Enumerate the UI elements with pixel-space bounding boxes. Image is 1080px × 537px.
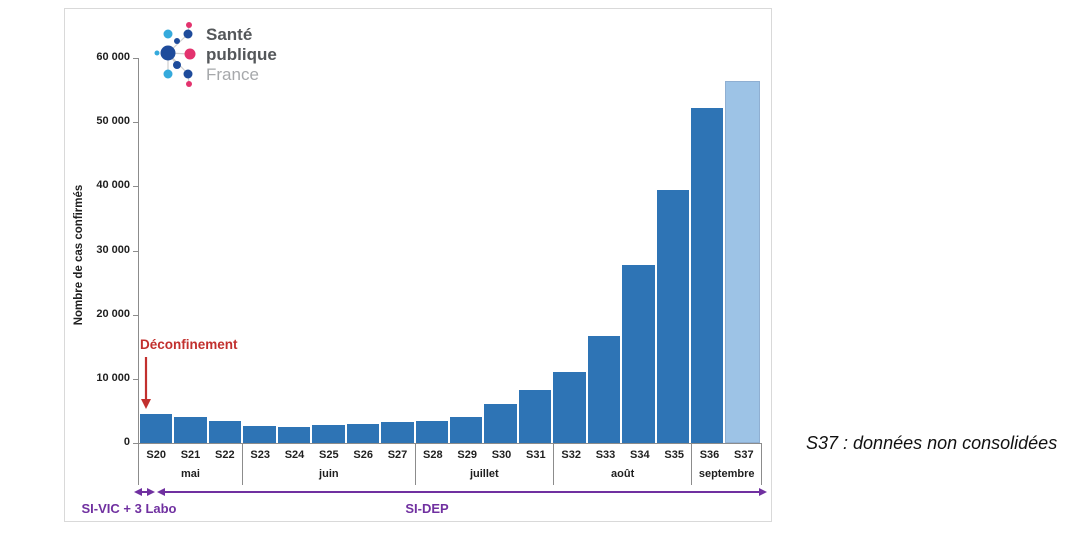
- x-axis-line: [138, 443, 762, 444]
- logo-text-publique: publique: [206, 45, 277, 64]
- weeks-row: S32 S33 S34 S35: [554, 444, 691, 465]
- logo-text-sante: Santé: [206, 25, 252, 44]
- bar-s34: [622, 265, 655, 443]
- week-label: S30: [491, 449, 512, 461]
- weeks-row: S36 S37: [692, 444, 761, 465]
- bar-s29: [449, 416, 483, 443]
- week-label: S26: [353, 449, 373, 461]
- bar-s33: [587, 335, 621, 443]
- logo-dots: [154, 22, 196, 87]
- bar-s27: [381, 421, 414, 443]
- month-group-septembre: S36 S37 septembre: [691, 444, 762, 485]
- month-group-juin: S23 S24 S25 S26 S27 juin: [242, 444, 415, 485]
- week-label: S21: [180, 449, 201, 461]
- bar-s37: [725, 81, 760, 443]
- bar-series: [139, 58, 761, 443]
- month-label: juillet: [469, 468, 499, 480]
- y-tick-label: 50 000: [96, 115, 130, 128]
- y-tick-mark: [133, 250, 138, 252]
- week-label: S23: [250, 449, 270, 461]
- logo-text-france: France: [206, 65, 259, 84]
- source-label-sivic: SI-VIC + 3 Labo: [81, 501, 177, 516]
- y-tick-mark: [133, 122, 138, 124]
- month-label: septembre: [698, 468, 755, 480]
- week-label: S34: [630, 449, 650, 461]
- week-label: S31: [526, 449, 546, 461]
- month-group-mai: S20 S21 S22 mai: [138, 444, 242, 485]
- note-s37-non-consolidated: S37 : données non consolidées: [806, 433, 1058, 453]
- week-label: S20: [146, 449, 166, 461]
- y-tick-label: 60 000: [96, 51, 130, 63]
- bar-s31: [518, 389, 552, 443]
- data-source-arrows-icon: [134, 488, 767, 496]
- month-group-août: S32 S33 S34 S35 août: [553, 444, 691, 485]
- bar-s32: [553, 371, 586, 443]
- week-label: S36: [699, 449, 720, 461]
- sante-publique-france-logo: Santé publique France: [154, 22, 277, 87]
- deconfinement-arrow-icon: [141, 357, 151, 409]
- x-axis-table: S20 S21 S22 mai S23 S24 S25 S26 S27 juin S28 S29 S30…: [138, 444, 762, 485]
- week-label: S37: [734, 449, 754, 461]
- week-label: S33: [595, 449, 616, 461]
- weeks-row: S28 S29 S30 S31: [416, 444, 553, 465]
- weeks-row: S23 S24 S25 S26 S27: [243, 444, 415, 465]
- bar-s36: [691, 108, 724, 443]
- y-axis-line: [138, 58, 139, 444]
- y-tick-mark: [133, 186, 138, 188]
- bar-s25: [312, 425, 345, 443]
- bar-s22: [208, 420, 242, 443]
- bar-s30: [484, 403, 517, 443]
- y-tick-label: 10 000: [96, 371, 130, 384]
- month-label: juin: [319, 468, 339, 480]
- weeks-row: S20 S21 S22: [139, 444, 242, 465]
- y-tick-label: 30 000: [96, 243, 130, 256]
- bar-s24: [277, 427, 311, 443]
- y-tick-mark: [133, 378, 138, 380]
- week-label: S27: [387, 449, 408, 461]
- bar-s21: [174, 417, 207, 443]
- y-tick-mark: [133, 58, 138, 59]
- month-label: août: [611, 468, 635, 480]
- month-group-juillet: S28 S29 S30 S31 juillet: [414, 444, 553, 485]
- y-tick-mark: [133, 443, 138, 444]
- source-label-sidep: SI-DEP: [405, 501, 449, 516]
- y-tick-label: 20 000: [96, 307, 130, 320]
- week-label: S25: [319, 449, 339, 461]
- week-label: S28: [423, 449, 443, 461]
- bar-s20: [140, 414, 173, 443]
- deconfinement-label: Déconfinement: [140, 337, 238, 352]
- bar-s35: [656, 190, 689, 443]
- y-tick-mark: [133, 314, 138, 316]
- bar-s26: [346, 423, 380, 443]
- bar-s28: [415, 420, 448, 443]
- week-label: S29: [457, 449, 477, 461]
- month-label: mai: [181, 468, 200, 480]
- y-tick-label: 40 000: [96, 179, 130, 192]
- week-label: S22: [215, 449, 235, 461]
- week-label: S24: [284, 449, 305, 461]
- bar-s23: [243, 426, 276, 443]
- week-label: S35: [664, 449, 684, 461]
- y-tick-label: 0: [123, 436, 130, 448]
- week-label: S32: [561, 449, 581, 461]
